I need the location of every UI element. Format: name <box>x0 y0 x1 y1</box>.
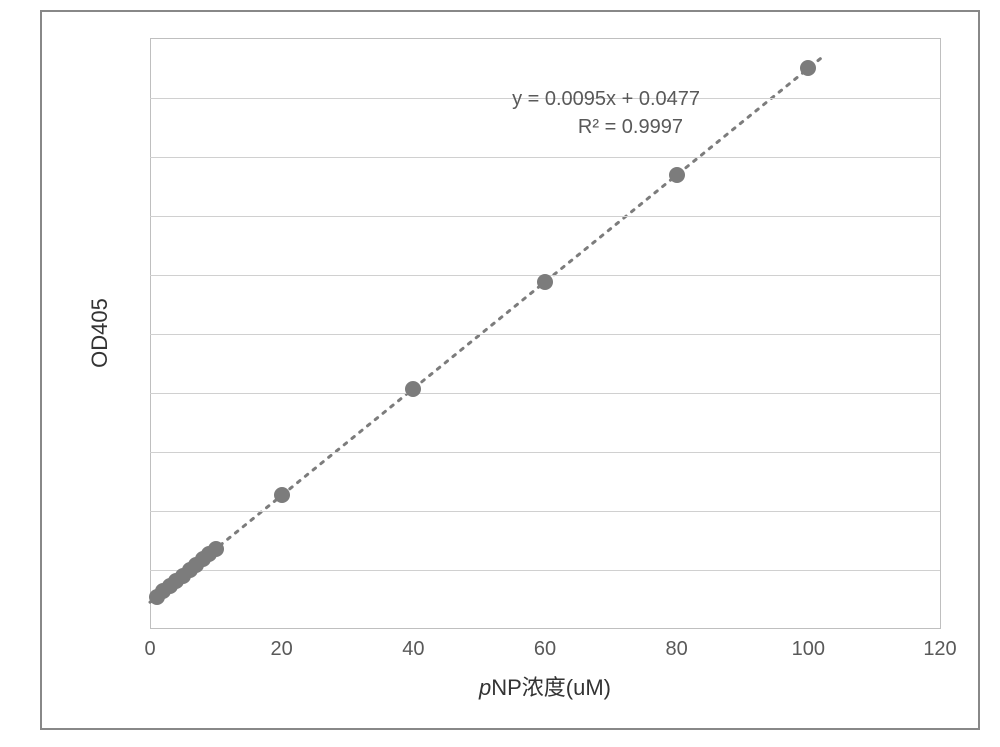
data-point <box>669 167 685 183</box>
x-tick-label: 60 <box>534 638 556 661</box>
y-axis-title: OD405 <box>87 298 113 368</box>
gridline-h <box>150 157 940 158</box>
equation-line-2: R² = 0.9997 <box>578 116 683 139</box>
x-tick-label: 100 <box>792 638 825 661</box>
gridline-h <box>150 334 940 335</box>
gridline-h <box>150 511 940 512</box>
plot-area <box>150 38 941 629</box>
x-title-rest: NP浓度(uM) <box>491 675 611 700</box>
data-point <box>537 274 553 290</box>
data-point <box>274 487 290 503</box>
data-point <box>405 381 421 397</box>
gridline-h <box>150 570 940 571</box>
data-point <box>208 541 224 557</box>
chart-container: OD405 pNP浓度(uM) y = 0.0095x + 0.0477 R² … <box>0 0 1000 747</box>
gridline-h <box>150 452 940 453</box>
x-tick-label: 80 <box>666 638 688 661</box>
x-axis-title: pNP浓度(uM) <box>479 670 611 702</box>
x-tick-label: 0 <box>144 638 155 661</box>
gridline-h <box>150 216 940 217</box>
x-tick-label: 120 <box>923 638 956 661</box>
x-tick-label: 20 <box>271 638 293 661</box>
equation-line-1: y = 0.0095x + 0.0477 <box>512 88 700 111</box>
x-tick-label: 40 <box>402 638 424 661</box>
x-title-italic: p <box>479 675 491 700</box>
gridline-h <box>150 393 940 394</box>
data-point <box>800 60 816 76</box>
